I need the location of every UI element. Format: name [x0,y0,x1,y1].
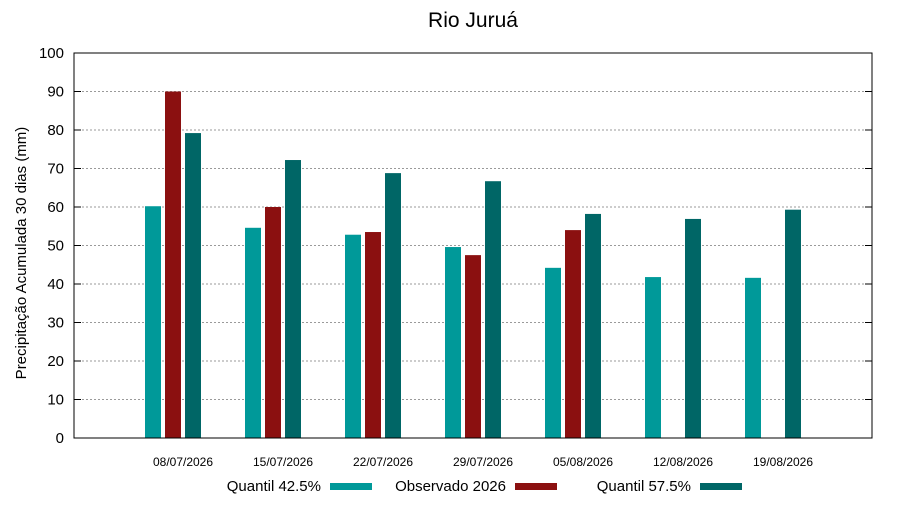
legend-label: Observado 2026 [395,478,506,495]
x-tick-label: 12/08/2026 [653,455,713,469]
axes-layer: 0 10 20 30 40 50 60 70 80 90 100 08/07/2026 15/07/20… [39,45,873,469]
grid-layer [74,91,872,400]
x-tick-label: 19/08/2026 [753,455,813,469]
bar [145,206,161,438]
bar [165,91,181,438]
y-tick-label: 40 [47,276,64,293]
y-tick-label: 50 [47,238,64,255]
y-tick-label: 10 [47,392,64,409]
bar [365,232,381,438]
x-tick-label: 08/07/2026 [153,455,213,469]
legend: Quantil 42.5% Observado 2026 Quantil 57.5% [227,478,742,495]
bar [265,207,281,438]
bar [585,213,601,438]
bar [345,234,361,438]
bar [285,160,301,438]
y-tick-label: 80 [47,122,64,139]
bar [465,255,481,438]
bar [245,227,261,438]
bar [685,218,701,438]
bar [645,277,661,438]
x-tick-label: 15/07/2026 [253,455,313,469]
legend-swatch [330,483,372,490]
y-tick-label: 30 [47,315,64,332]
legend-swatch [700,483,742,490]
x-tick-label: 22/07/2026 [353,455,413,469]
bar [185,133,201,438]
plot-frame [73,52,873,439]
bar [565,230,581,438]
bar [485,181,501,438]
y-tick-label: 90 [47,84,64,101]
y-tick-label: 100 [39,45,64,62]
y-tick-label: 60 [47,199,64,216]
bar [545,267,561,438]
legend-label: Quantil 42.5% [227,478,321,495]
bars-layer [145,91,801,438]
bar [385,173,401,438]
y-tick-label: 0 [56,430,64,447]
bar [745,277,761,438]
x-tick-label: 29/07/2026 [453,455,513,469]
bar [445,247,461,438]
legend-label: Quantil 57.5% [597,478,691,495]
bar [785,209,801,438]
y-axis-label: Precipitação Acumulada 30 dias (mm) [13,127,30,380]
x-tick-label: 05/08/2026 [553,455,613,469]
y-tick-label: 70 [47,161,64,178]
y-tick-label: 20 [47,353,64,370]
legend-swatch [515,483,557,490]
chart-title: Rio Juruá [428,9,518,32]
